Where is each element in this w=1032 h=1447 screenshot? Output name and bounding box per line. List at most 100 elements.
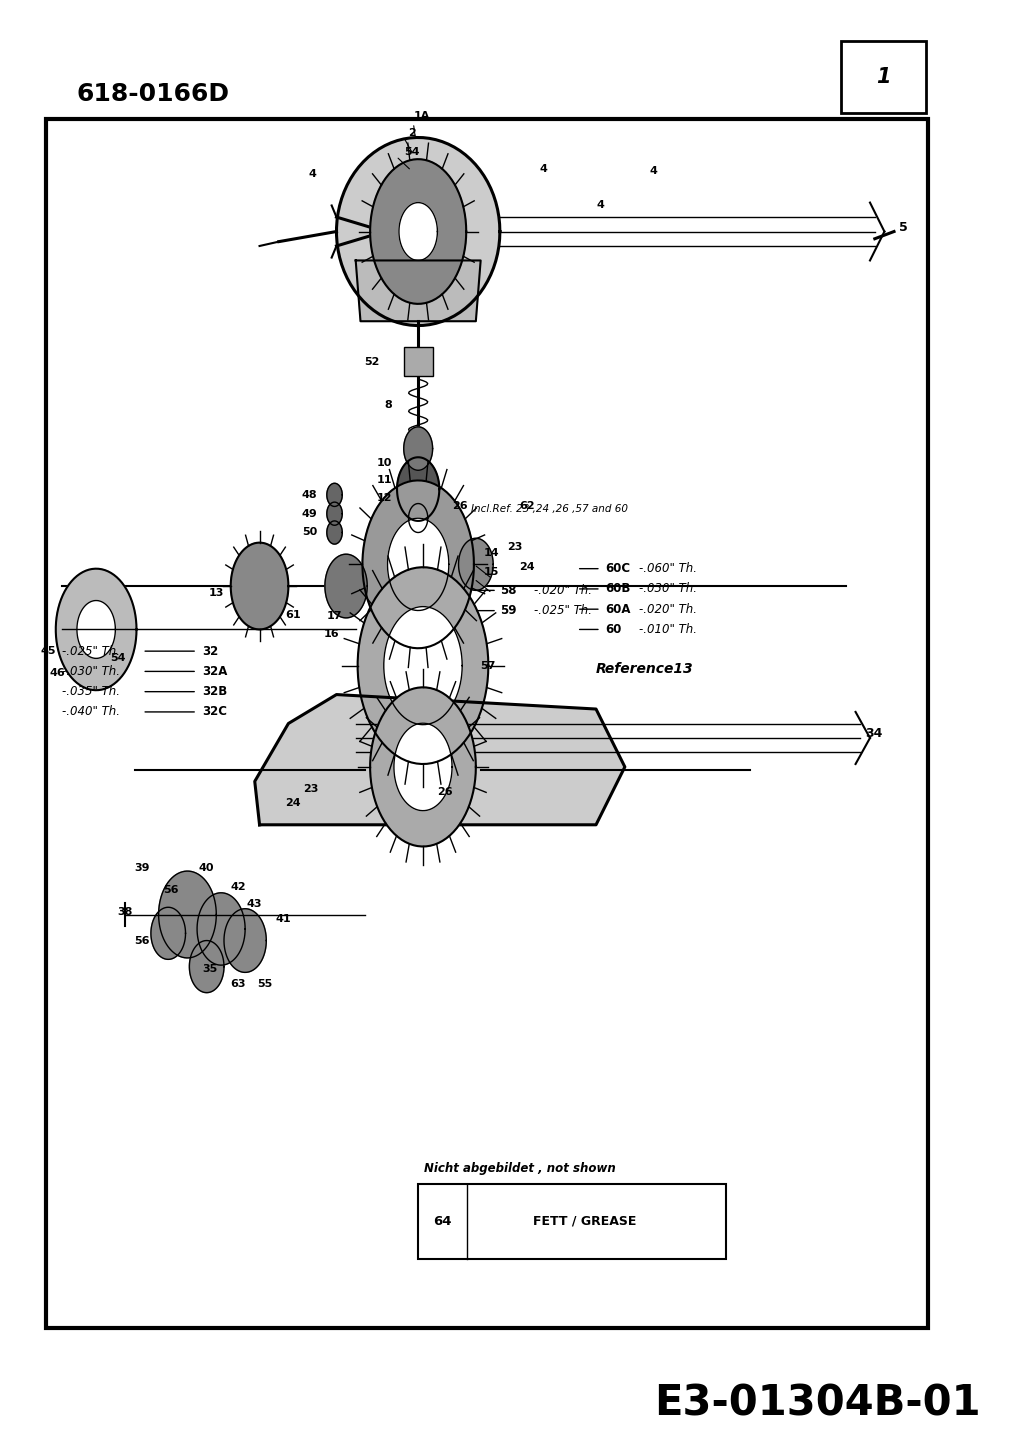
Text: 58: 58: [499, 585, 516, 596]
Polygon shape: [356, 260, 481, 321]
Polygon shape: [197, 893, 246, 965]
Text: 11: 11: [377, 476, 392, 485]
Text: 13: 13: [208, 589, 224, 598]
Bar: [46, 119, 928, 1328]
Polygon shape: [325, 554, 367, 618]
Text: 4: 4: [596, 201, 605, 210]
Text: Incl.Ref. 23 ,24 ,26 ,57 and 60: Incl.Ref. 23 ,24 ,26 ,57 and 60: [471, 505, 628, 514]
Text: 60C: 60C: [606, 563, 631, 574]
Text: FETT / GREASE: FETT / GREASE: [533, 1215, 636, 1227]
Text: 14: 14: [484, 548, 499, 557]
Text: 64: 64: [433, 1215, 452, 1227]
Bar: [418, 1184, 725, 1259]
Text: 24: 24: [286, 799, 301, 807]
Text: -.025" Th.: -.025" Th.: [534, 605, 591, 616]
Text: Reference13: Reference13: [596, 661, 694, 676]
Bar: [404, 347, 432, 376]
Text: 49: 49: [301, 509, 317, 518]
Text: 26: 26: [452, 502, 467, 511]
Text: 15: 15: [484, 567, 498, 576]
Text: -.060" Th.: -.060" Th.: [639, 563, 698, 574]
Text: 618-0166D: 618-0166D: [77, 82, 230, 106]
Polygon shape: [255, 695, 624, 825]
Text: E3-01304B-01: E3-01304B-01: [653, 1382, 980, 1425]
Text: 56: 56: [134, 936, 150, 945]
Text: 5: 5: [899, 221, 907, 233]
Text: 50: 50: [302, 528, 317, 537]
Text: 56: 56: [163, 886, 179, 894]
Polygon shape: [336, 137, 499, 326]
Polygon shape: [409, 504, 428, 532]
Text: 62: 62: [519, 502, 535, 511]
Polygon shape: [458, 538, 493, 590]
Text: 61: 61: [286, 611, 301, 619]
Text: 42: 42: [230, 883, 247, 891]
Text: 41: 41: [276, 915, 291, 923]
Bar: [841, 41, 926, 113]
Text: 2: 2: [409, 129, 416, 137]
Text: 63: 63: [231, 980, 247, 988]
Text: 35: 35: [202, 965, 217, 974]
Text: 52: 52: [364, 357, 380, 366]
Text: -.035" Th.: -.035" Th.: [63, 686, 121, 697]
Text: 57: 57: [481, 661, 496, 670]
Text: 24: 24: [519, 563, 535, 572]
Text: -.025" Th.: -.025" Th.: [63, 645, 121, 657]
Text: -.030" Th.: -.030" Th.: [639, 583, 698, 595]
Text: 60B: 60B: [606, 583, 631, 595]
Text: 8: 8: [385, 401, 392, 410]
Text: 54: 54: [404, 148, 419, 156]
Text: -.020" Th.: -.020" Th.: [534, 585, 591, 596]
Polygon shape: [388, 518, 449, 611]
Text: 1A: 1A: [414, 111, 429, 120]
Text: 4: 4: [309, 169, 317, 178]
Polygon shape: [327, 521, 343, 544]
Text: 34: 34: [865, 728, 882, 739]
Polygon shape: [190, 941, 224, 993]
Text: 12: 12: [377, 493, 392, 502]
Text: -.040" Th.: -.040" Th.: [63, 706, 121, 718]
Text: 32A: 32A: [202, 666, 227, 677]
Polygon shape: [56, 569, 136, 690]
Text: 38: 38: [118, 907, 133, 916]
Text: 1: 1: [876, 67, 891, 87]
Polygon shape: [77, 601, 116, 658]
Text: 32C: 32C: [202, 706, 227, 718]
Text: 43: 43: [247, 900, 262, 909]
Polygon shape: [231, 543, 288, 629]
Polygon shape: [399, 203, 438, 260]
Text: 10: 10: [377, 459, 392, 467]
Text: 26: 26: [438, 787, 453, 796]
Polygon shape: [327, 483, 343, 506]
Text: 60: 60: [606, 624, 622, 635]
Polygon shape: [370, 687, 476, 846]
Text: 4: 4: [539, 165, 547, 174]
Text: 23: 23: [302, 784, 318, 793]
Text: 45: 45: [40, 647, 56, 655]
Polygon shape: [394, 724, 452, 810]
Text: 39: 39: [134, 864, 150, 873]
Polygon shape: [151, 907, 186, 959]
Text: 32: 32: [202, 645, 218, 657]
Polygon shape: [224, 909, 266, 972]
Text: 32B: 32B: [202, 686, 227, 697]
Text: 60A: 60A: [606, 603, 632, 615]
Text: Nicht abgebildet , not shown: Nicht abgebildet , not shown: [424, 1162, 616, 1175]
Text: -.010" Th.: -.010" Th.: [639, 624, 698, 635]
Polygon shape: [159, 871, 217, 958]
Text: 46: 46: [50, 669, 65, 677]
Polygon shape: [404, 427, 432, 470]
Text: 59: 59: [499, 605, 516, 616]
Text: 55: 55: [257, 980, 272, 988]
Text: 40: 40: [199, 864, 215, 873]
Polygon shape: [397, 457, 440, 521]
Polygon shape: [362, 480, 474, 648]
Text: 54: 54: [110, 654, 126, 663]
Text: 16: 16: [324, 629, 340, 638]
Polygon shape: [358, 567, 488, 764]
Polygon shape: [384, 606, 462, 725]
Text: 17: 17: [327, 612, 343, 621]
Text: -.020" Th.: -.020" Th.: [639, 603, 698, 615]
Text: 48: 48: [301, 491, 317, 499]
Text: 23: 23: [508, 543, 523, 551]
